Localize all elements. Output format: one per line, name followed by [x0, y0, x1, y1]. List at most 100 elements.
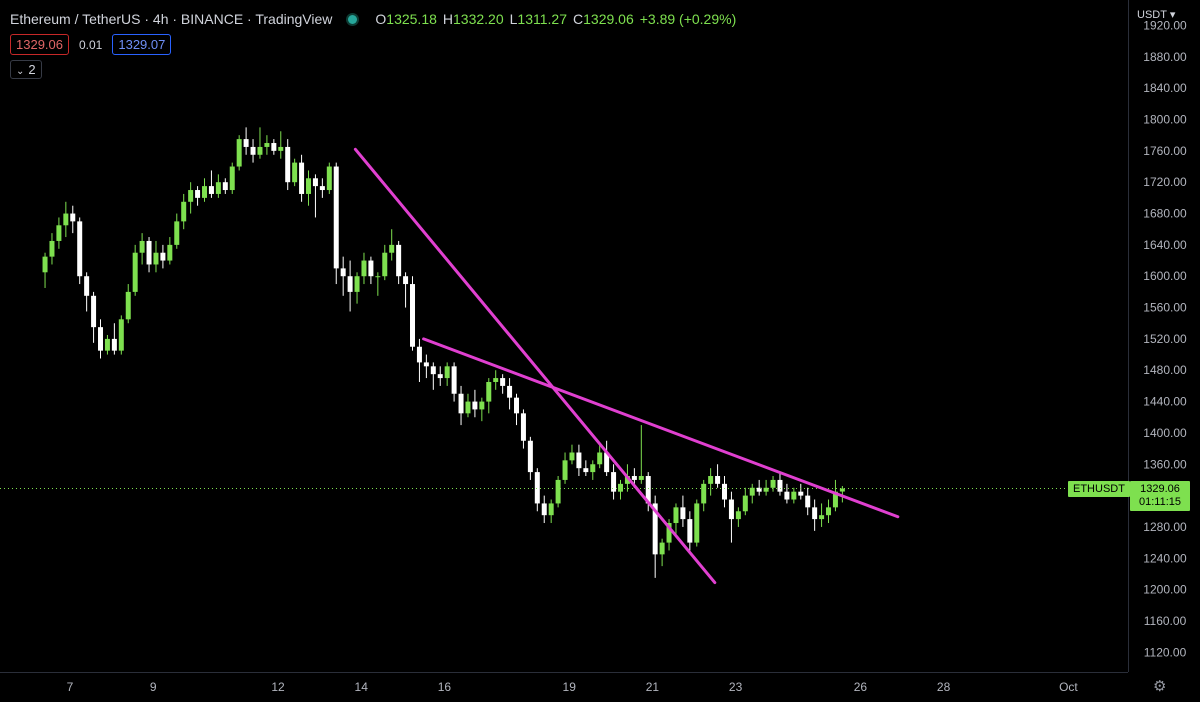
candle-body	[188, 190, 194, 202]
time-tick-label: Oct	[1059, 680, 1078, 694]
candle	[694, 499, 700, 547]
candle-body	[798, 491, 804, 496]
candle	[98, 319, 104, 359]
candle	[195, 186, 201, 206]
price-tick-label: 1120.00	[1144, 645, 1187, 659]
candle	[423, 354, 429, 379]
chevron-down-icon: ▾	[1169, 9, 1176, 21]
candle-body	[659, 542, 665, 555]
price-tick-label: 1200.00	[1143, 583, 1187, 597]
candle-body	[347, 276, 353, 292]
candle	[139, 233, 145, 265]
candle	[63, 201, 69, 238]
candle	[396, 240, 402, 285]
candle	[56, 217, 62, 249]
candle-body	[139, 240, 145, 253]
candle	[472, 389, 478, 418]
candle-body	[174, 221, 180, 245]
candle-body	[548, 503, 554, 516]
price-axis[interactable]: 1120.001160.001200.001240.001280.001320.…	[1128, 0, 1200, 672]
candle	[722, 476, 728, 508]
candle	[770, 476, 776, 492]
candle	[451, 362, 457, 402]
candle	[708, 468, 714, 496]
candle-body	[340, 268, 346, 277]
time-tick-label: 21	[646, 680, 660, 694]
candle	[784, 483, 790, 504]
time-tick-label: 7	[67, 680, 74, 694]
candle	[132, 244, 138, 296]
candle	[826, 499, 832, 524]
candle	[188, 182, 194, 214]
candle-body	[555, 479, 561, 504]
high-value: 1332.20	[453, 11, 504, 27]
candle	[389, 229, 395, 261]
candle-body	[326, 166, 332, 191]
candle	[701, 479, 707, 512]
currency-selector[interactable]: USDT ▾	[1137, 8, 1175, 21]
candle-body	[382, 252, 388, 277]
price-tick-label: 1440.00	[1143, 395, 1187, 409]
candle-body	[98, 327, 104, 351]
candle-body	[243, 139, 249, 147]
candle-body	[569, 452, 575, 461]
candles-layer	[42, 127, 845, 578]
candle-body	[278, 146, 284, 151]
trendline[interactable]	[353, 147, 717, 585]
candle	[375, 272, 381, 296]
candle-body	[229, 166, 235, 191]
candle	[257, 127, 263, 159]
candle-body	[652, 503, 658, 555]
candle	[42, 252, 48, 288]
candle	[638, 425, 644, 484]
candle	[312, 174, 318, 218]
candle	[347, 260, 353, 312]
price-tick-label: 1400.00	[1143, 426, 1187, 440]
candle-body	[49, 240, 55, 257]
gear-icon[interactable]: ⚙	[1153, 678, 1167, 695]
candle-body	[673, 507, 679, 524]
time-tick-label: 19	[563, 680, 577, 694]
candle	[299, 154, 305, 202]
trendline[interactable]	[422, 337, 900, 519]
candle-body	[583, 468, 589, 473]
candle	[160, 244, 166, 269]
candle-body	[416, 346, 422, 363]
price-tick-label: 1640.00	[1143, 238, 1187, 252]
candle	[215, 174, 221, 198]
price-tick-label: 1680.00	[1143, 207, 1187, 221]
candle-body	[208, 186, 214, 194]
buy-price-button[interactable]: 1329.07	[112, 34, 172, 55]
price-tick-label: 1360.00	[1143, 457, 1187, 471]
candle-body	[541, 503, 547, 516]
candle	[756, 479, 762, 496]
candle	[354, 272, 360, 304]
candle	[500, 374, 506, 394]
candle	[493, 370, 499, 390]
sell-price-button[interactable]: 1329.06	[10, 34, 69, 55]
price-tick-label: 1760.00	[1143, 144, 1187, 158]
candle-body	[319, 186, 325, 191]
candle	[763, 479, 769, 496]
candle-body	[167, 244, 173, 261]
open-value: 1325.18	[386, 11, 437, 27]
price-tick-label: 1920.00	[1143, 19, 1187, 33]
candle-body	[63, 213, 69, 226]
candle	[236, 135, 242, 171]
candle	[278, 131, 284, 159]
price-tick-label: 1880.00	[1143, 50, 1187, 64]
symbol-title[interactable]: Ethereum / TetherUS · 4h · BINANCE · Tra…	[10, 11, 333, 27]
candle	[104, 334, 110, 355]
candle-body	[805, 495, 811, 508]
candle	[576, 444, 582, 477]
price-chart[interactable]	[0, 0, 1128, 672]
indicators-toggle-button[interactable]: ⌄ 2	[10, 60, 42, 79]
candle	[444, 362, 450, 386]
change-value: +3.89 (+0.29%)	[639, 11, 737, 27]
quote-row: 1329.06 0.01 1329.07	[10, 34, 172, 55]
candle-body	[763, 487, 769, 492]
candle	[403, 272, 409, 308]
candle-body	[756, 487, 762, 492]
currency-label: USDT	[1137, 9, 1167, 21]
time-axis[interactable]: 7 9 12 14 16 19 21 23 26 28 Oct	[0, 672, 1128, 702]
